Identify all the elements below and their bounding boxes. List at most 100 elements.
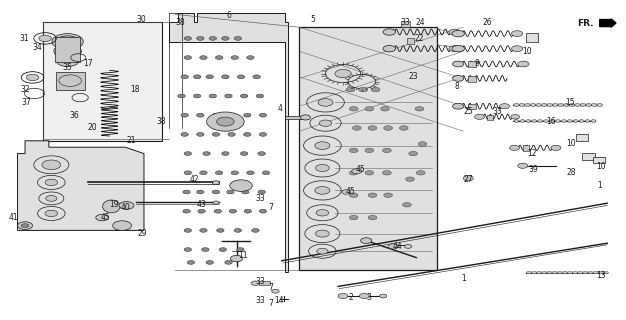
Circle shape xyxy=(352,169,362,174)
Circle shape xyxy=(361,238,372,244)
Text: 45: 45 xyxy=(100,213,110,222)
Circle shape xyxy=(586,103,592,106)
Circle shape xyxy=(592,103,597,106)
Text: 14: 14 xyxy=(274,296,284,305)
Circle shape xyxy=(543,120,548,122)
Circle shape xyxy=(568,271,573,274)
Bar xyxy=(576,134,588,141)
Circle shape xyxy=(318,99,333,106)
Circle shape xyxy=(518,61,529,67)
Text: 30: 30 xyxy=(136,15,146,24)
Circle shape xyxy=(215,56,223,60)
Circle shape xyxy=(415,107,424,111)
Circle shape xyxy=(475,114,485,119)
Circle shape xyxy=(316,210,329,216)
Text: 31: 31 xyxy=(19,34,29,43)
Text: 33: 33 xyxy=(255,194,265,203)
Text: 41: 41 xyxy=(9,213,19,222)
Circle shape xyxy=(240,94,248,98)
Circle shape xyxy=(551,145,561,150)
Circle shape xyxy=(555,120,560,122)
Circle shape xyxy=(214,209,222,213)
Circle shape xyxy=(200,56,207,60)
Circle shape xyxy=(416,171,425,175)
Bar xyxy=(582,153,595,160)
Text: 11: 11 xyxy=(238,252,248,260)
Circle shape xyxy=(54,44,81,58)
Circle shape xyxy=(365,107,374,111)
Circle shape xyxy=(562,271,567,274)
Circle shape xyxy=(531,120,536,122)
Circle shape xyxy=(562,120,567,122)
Circle shape xyxy=(228,132,235,136)
Circle shape xyxy=(198,209,205,213)
Circle shape xyxy=(46,196,57,201)
Text: 43: 43 xyxy=(197,200,207,209)
Circle shape xyxy=(338,293,348,299)
Bar xyxy=(43,22,162,141)
Circle shape xyxy=(578,271,583,274)
Circle shape xyxy=(349,215,358,220)
Text: 7: 7 xyxy=(268,204,273,212)
Circle shape xyxy=(230,180,252,191)
Circle shape xyxy=(526,120,531,122)
Circle shape xyxy=(603,271,608,274)
Text: 33: 33 xyxy=(255,277,265,286)
Text: 44: 44 xyxy=(393,242,403,251)
Text: 27: 27 xyxy=(463,175,473,184)
Circle shape xyxy=(531,271,536,274)
Text: 7: 7 xyxy=(268,300,273,308)
Circle shape xyxy=(231,171,239,175)
Circle shape xyxy=(21,224,29,228)
Circle shape xyxy=(518,163,528,168)
Circle shape xyxy=(225,94,232,98)
Text: 6: 6 xyxy=(226,12,231,20)
Circle shape xyxy=(219,248,227,252)
Circle shape xyxy=(511,46,523,52)
Text: 38: 38 xyxy=(156,117,167,126)
Circle shape xyxy=(593,271,598,274)
Text: 18: 18 xyxy=(130,85,140,94)
Circle shape xyxy=(404,244,412,248)
Circle shape xyxy=(597,103,602,106)
Circle shape xyxy=(403,203,411,207)
Bar xyxy=(55,37,80,62)
Text: 37: 37 xyxy=(21,98,31,107)
Circle shape xyxy=(213,201,219,204)
Circle shape xyxy=(18,222,33,229)
Bar xyxy=(487,115,493,120)
Circle shape xyxy=(381,107,389,111)
Circle shape xyxy=(542,271,547,274)
Circle shape xyxy=(217,228,224,232)
Text: 45: 45 xyxy=(346,188,356,196)
Circle shape xyxy=(359,293,369,299)
Circle shape xyxy=(399,126,408,130)
Circle shape xyxy=(315,187,330,194)
Bar xyxy=(285,116,307,119)
Circle shape xyxy=(463,176,473,181)
Circle shape xyxy=(365,148,374,153)
Circle shape xyxy=(237,75,245,79)
Circle shape xyxy=(552,271,557,274)
Circle shape xyxy=(511,31,523,36)
Circle shape xyxy=(193,94,201,98)
Circle shape xyxy=(526,271,531,274)
Circle shape xyxy=(550,120,555,122)
Circle shape xyxy=(259,132,267,136)
Text: 10: 10 xyxy=(596,162,606,171)
Text: 9: 9 xyxy=(475,60,480,68)
Circle shape xyxy=(56,55,79,67)
Circle shape xyxy=(181,113,188,117)
Text: 10: 10 xyxy=(522,47,532,56)
Circle shape xyxy=(453,61,464,67)
Circle shape xyxy=(202,248,209,252)
Circle shape xyxy=(519,103,525,106)
Circle shape xyxy=(352,126,361,130)
Circle shape xyxy=(209,94,217,98)
Circle shape xyxy=(52,34,83,50)
Circle shape xyxy=(244,209,252,213)
Circle shape xyxy=(247,171,254,175)
Circle shape xyxy=(113,221,131,230)
Text: 34: 34 xyxy=(33,44,43,52)
Bar xyxy=(468,104,476,109)
